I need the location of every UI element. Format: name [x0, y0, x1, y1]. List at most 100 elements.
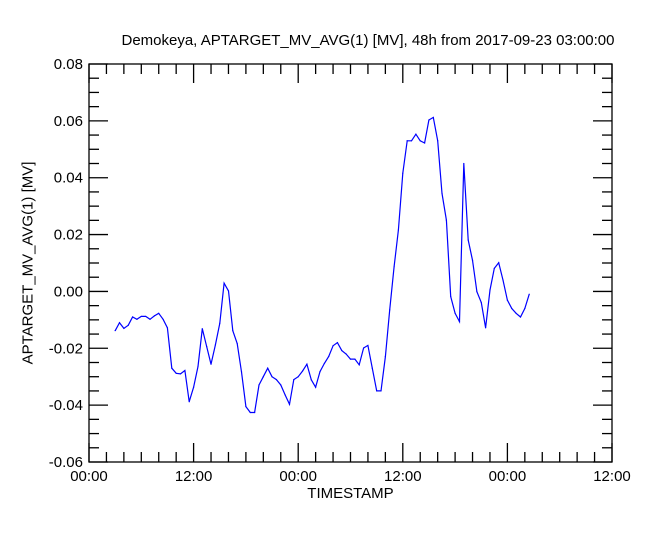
data-point — [471, 259, 474, 261]
data-point — [271, 376, 273, 378]
data-point — [193, 386, 195, 388]
data-point — [245, 405, 247, 408]
data-point — [476, 291, 478, 293]
data-point — [301, 370, 304, 372]
data-point — [371, 367, 373, 369]
data-point — [332, 345, 334, 347]
data-point — [511, 307, 513, 310]
data-point — [315, 386, 317, 388]
data-point — [393, 266, 395, 268]
data-point — [458, 320, 461, 323]
series-line — [114, 116, 530, 414]
x-tick-label: 00:00 — [489, 468, 527, 485]
data-point — [240, 371, 243, 373]
y-tick-label: 0.08 — [54, 56, 83, 73]
data-point — [419, 140, 421, 142]
data-point — [188, 401, 190, 403]
data-point — [140, 315, 142, 318]
data-point — [519, 316, 522, 318]
data-point — [358, 364, 360, 366]
data-point — [197, 365, 199, 368]
data-point — [131, 316, 134, 318]
data-point — [410, 140, 413, 142]
data-point — [297, 376, 299, 378]
data-point — [153, 315, 155, 317]
data-point — [445, 219, 447, 221]
data-point — [123, 327, 125, 329]
data-point — [275, 378, 278, 381]
data-point — [288, 403, 291, 405]
data-point — [524, 307, 526, 310]
data-point — [485, 327, 487, 329]
y-tick-label: -0.02 — [49, 340, 83, 357]
data-point — [437, 140, 439, 142]
data-point — [480, 301, 482, 304]
data-point — [219, 322, 221, 324]
x-tick-label: 12:00 — [593, 468, 631, 485]
data-point — [502, 279, 504, 281]
data-point — [528, 293, 530, 295]
data-point — [293, 378, 295, 381]
data-point — [306, 363, 308, 365]
y-axis-label: APTARGET_MV_AVG(1) [MV] — [19, 161, 37, 365]
data-point — [210, 363, 212, 365]
data-point — [206, 345, 208, 348]
data-point — [162, 318, 164, 320]
data-point — [262, 376, 264, 378]
data-point — [463, 162, 465, 165]
y-tick-label: -0.04 — [49, 397, 83, 414]
data-point — [166, 327, 169, 329]
data-point — [201, 328, 203, 330]
data-point — [467, 239, 469, 241]
data-point — [406, 140, 408, 142]
data-point — [489, 289, 491, 291]
data-point — [362, 347, 365, 349]
data-point — [323, 362, 325, 364]
data-point — [498, 262, 500, 264]
data-point — [376, 390, 378, 392]
data-point — [171, 367, 173, 369]
data-point — [319, 370, 321, 373]
data-point — [397, 229, 400, 231]
data-point — [118, 322, 121, 324]
data-point — [284, 394, 286, 396]
data-point — [341, 349, 343, 352]
data-point — [328, 355, 330, 358]
data-point — [515, 312, 517, 314]
data-point — [415, 133, 417, 135]
data-point — [493, 267, 495, 270]
data-point — [345, 353, 347, 355]
y-tick-label: -0.06 — [49, 454, 83, 471]
data-point — [267, 367, 269, 369]
data-point — [175, 372, 177, 374]
x-tick-label: 00:00 — [279, 468, 317, 485]
data-point — [179, 373, 182, 375]
y-tick-label: 0.00 — [54, 283, 83, 300]
data-point — [354, 358, 356, 360]
data-point — [432, 116, 434, 119]
data-point — [336, 342, 339, 344]
data-point — [114, 330, 116, 332]
data-point — [158, 312, 160, 314]
y-tick-label: 0.04 — [54, 170, 83, 187]
x-axis-label: TIMESTAMP — [307, 485, 394, 502]
data-point — [127, 324, 129, 326]
data-point — [423, 142, 426, 144]
data-point — [310, 379, 312, 381]
data-point — [214, 344, 216, 346]
data-point — [232, 330, 234, 332]
data-point — [428, 119, 430, 121]
data-point — [184, 369, 186, 372]
data-point — [450, 295, 452, 298]
data-point — [280, 384, 282, 386]
x-tick-label: 00:00 — [70, 468, 108, 485]
x-tick-label: 12:00 — [175, 468, 213, 485]
data-point — [441, 192, 443, 194]
data-point — [249, 411, 251, 414]
plot-frame — [88, 63, 613, 463]
data-point — [349, 358, 352, 360]
data-point — [136, 318, 138, 320]
data-point — [367, 344, 369, 347]
data-point — [227, 290, 230, 292]
